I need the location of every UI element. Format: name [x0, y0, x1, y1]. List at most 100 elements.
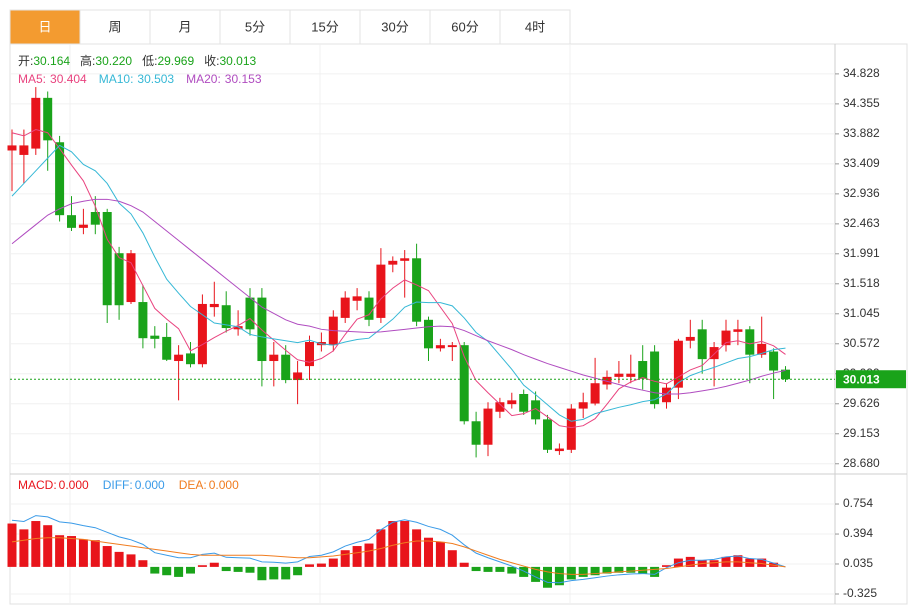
legend-text: 0.000	[135, 478, 165, 492]
tab-label[interactable]: 15分	[311, 19, 338, 34]
legend-text: MACD:	[18, 478, 57, 492]
tab[interactable]	[499, 9, 571, 45]
macd-bar	[269, 566, 279, 580]
macd-bar	[435, 541, 445, 567]
candle-body	[745, 329, 755, 355]
candle-body	[233, 326, 243, 330]
macd-bar	[114, 551, 124, 567]
legend-text: 29.969	[157, 54, 194, 68]
macd-bar	[102, 546, 112, 567]
ma-line	[11, 129, 786, 429]
legend-text: 30.503	[137, 72, 174, 86]
macd-bar	[138, 560, 148, 567]
ma-line	[11, 198, 786, 395]
candle-body	[602, 376, 612, 385]
tab-label[interactable]: 日	[38, 19, 51, 34]
macd-bar	[186, 566, 195, 574]
candle-body	[590, 383, 600, 404]
macd-bar	[55, 535, 65, 567]
macd-bar	[19, 529, 29, 567]
tab-label[interactable]: 30分	[381, 19, 408, 34]
candle-body	[685, 336, 695, 341]
macd-bar	[459, 562, 469, 567]
candle-body	[376, 264, 386, 318]
y-tick-label: 32.936	[843, 186, 880, 200]
macd-bar	[31, 521, 41, 567]
macd-bar	[174, 566, 184, 577]
tab-label[interactable]: 月	[178, 19, 191, 34]
macd-bar	[543, 566, 552, 588]
candle-body	[281, 354, 291, 381]
y-tick-label: 30.572	[843, 336, 880, 350]
y-tick-label: 31.991	[843, 246, 880, 260]
candle-body	[424, 319, 433, 349]
tab-label[interactable]: 周	[108, 19, 121, 34]
tab[interactable]	[429, 9, 501, 45]
tab-label[interactable]: 5分	[245, 19, 265, 34]
y-tick-label: 29.153	[843, 426, 880, 440]
candle-body	[400, 258, 410, 261]
candle-body	[43, 97, 53, 141]
tab[interactable]	[9, 9, 81, 45]
macd-bar	[531, 566, 541, 582]
candle-body	[364, 297, 374, 320]
candle-body	[102, 212, 112, 306]
macd-bar	[209, 562, 219, 567]
candle-body	[566, 408, 576, 450]
macd-bar	[566, 566, 576, 580]
macd-bar	[197, 565, 207, 567]
y-tick-label: 31.045	[843, 306, 880, 320]
candle-body	[67, 215, 76, 228]
candle-body	[388, 260, 398, 265]
y-tick-label: 29.626	[843, 396, 880, 410]
candle-body	[495, 402, 505, 412]
macd-bar	[293, 566, 303, 576]
tab-label[interactable]: 60分	[451, 19, 478, 34]
candle-body	[733, 329, 743, 332]
chart-frame	[9, 43, 908, 605]
candle-body	[138, 302, 148, 339]
candle-body	[519, 394, 529, 412]
macd-bar	[233, 566, 243, 572]
tab[interactable]	[359, 9, 431, 45]
macd-bar	[424, 537, 433, 567]
y-tick-label: -0.325	[843, 586, 877, 600]
macd-bar	[305, 564, 314, 567]
legend-text: 30.164	[33, 54, 70, 68]
legend-text: 30.153	[225, 72, 262, 86]
candle-body	[435, 345, 445, 349]
legend-text: MA20:	[186, 72, 221, 86]
candle-body	[221, 305, 231, 329]
candle-body	[150, 335, 160, 339]
tab[interactable]	[79, 9, 151, 45]
y-tick-label: 32.463	[843, 216, 880, 230]
macd-bar	[626, 566, 636, 573]
y-tick-label: 34.828	[843, 66, 880, 80]
y-tick-label: 33.409	[843, 156, 880, 170]
tab[interactable]	[149, 9, 221, 45]
last-price-label: 30.013	[843, 372, 880, 386]
candle-body	[769, 351, 779, 371]
macd-bar	[733, 555, 743, 567]
legend-text: 高:	[80, 53, 95, 68]
macd-bar	[221, 566, 231, 572]
macd-bar	[78, 539, 88, 567]
candle-body	[554, 448, 564, 452]
y-tick-label: 33.882	[843, 126, 880, 140]
tab-label[interactable]: 4时	[525, 19, 545, 34]
candle-body	[78, 224, 88, 228]
tab[interactable]	[289, 9, 361, 45]
legend-text: MA5:	[18, 72, 46, 86]
candle-body	[697, 329, 707, 360]
candle-body	[412, 258, 422, 322]
legend-text: 0.000	[209, 478, 239, 492]
candle-body	[197, 303, 207, 365]
macd-bar	[602, 566, 612, 574]
y-tick-label: 28.680	[843, 456, 880, 470]
y-tick-label: 0.394	[843, 526, 873, 540]
candle-body	[245, 297, 255, 330]
macd-bar	[316, 563, 326, 567]
macd-bar	[328, 558, 338, 567]
y-tick-label: 0.035	[843, 556, 873, 570]
